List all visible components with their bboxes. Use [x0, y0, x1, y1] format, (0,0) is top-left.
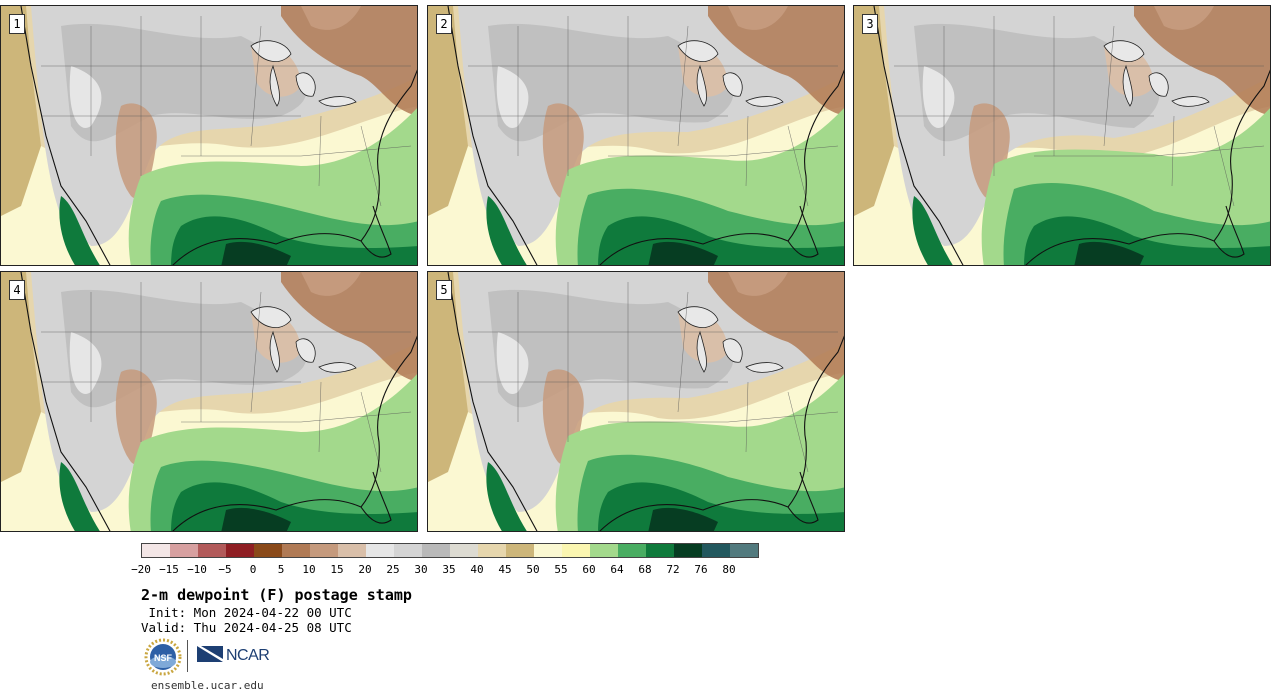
colorbar-tick-label: 80 [722, 563, 736, 576]
init-time: Init: Mon 2024-04-22 00 UTC [141, 605, 352, 620]
colorbar-swatch [730, 544, 758, 557]
dewpoint-map [428, 6, 844, 265]
panel-number: 2 [436, 14, 452, 34]
colorbar-tick-label: 10 [302, 563, 316, 576]
map-panel-4: 4 [0, 271, 418, 532]
colorbar-swatch [310, 544, 338, 557]
colorbar-tick-label: 35 [442, 563, 456, 576]
colorbar-swatch [254, 544, 282, 557]
colorbar-tick-label: 25 [386, 563, 400, 576]
panel-number: 3 [862, 14, 878, 34]
colorbar-tick-label: 20 [358, 563, 372, 576]
colorbar-tick-label: 40 [470, 563, 484, 576]
map-panel-5: 5 [427, 271, 845, 532]
colorbar-swatch [282, 544, 310, 557]
dewpoint-map [1, 6, 417, 265]
colorbar [141, 543, 759, 558]
colorbar-swatch [170, 544, 198, 557]
logos: NSF NCAR [144, 638, 284, 676]
colorbar-tick-label: 60 [582, 563, 596, 576]
dewpoint-map [854, 6, 1270, 265]
colorbar-tick-label: 45 [498, 563, 512, 576]
colorbar-swatch [534, 544, 562, 557]
map-panel-3: 3 [853, 5, 1271, 266]
colorbar-swatch [646, 544, 674, 557]
colorbar-tick-label: 76 [694, 563, 708, 576]
panel-number: 5 [436, 280, 452, 300]
nsf-logo-icon: NSF [144, 638, 182, 676]
panel-number: 4 [9, 280, 25, 300]
colorbar-swatch [338, 544, 366, 557]
colorbar-tick-label: 55 [554, 563, 568, 576]
colorbar-swatch [142, 544, 170, 557]
colorbar-swatch [618, 544, 646, 557]
colorbar-swatch [394, 544, 422, 557]
colorbar-swatch [422, 544, 450, 557]
colorbar-tick-label: 15 [330, 563, 344, 576]
ncar-logo-text: NCAR [226, 647, 270, 664]
colorbar-swatch [674, 544, 702, 557]
colorbar-swatch [450, 544, 478, 557]
ncar-logo-icon [197, 646, 223, 662]
colorbar-tick-label: 0 [249, 563, 257, 576]
colorbar-swatch [590, 544, 618, 557]
nsf-logo-text: NSF [154, 653, 173, 663]
colorbar-tick-label: −15 [159, 563, 179, 576]
colorbar-tick-label: 72 [666, 563, 680, 576]
map-panel-1: 1 [0, 5, 418, 266]
valid-time: Valid: Thu 2024-04-25 08 UTC [141, 620, 352, 635]
colorbar-swatch [562, 544, 590, 557]
colorbar-tick-label: −5 [218, 563, 232, 576]
colorbar-swatch [506, 544, 534, 557]
chart-title: 2-m dewpoint (F) postage stamp [141, 586, 412, 604]
colorbar-swatch [478, 544, 506, 557]
footer-url[interactable]: ensemble.ucar.edu [151, 679, 264, 692]
logo-divider [187, 640, 188, 672]
colorbar-tick-label: 50 [526, 563, 540, 576]
map-panel-2: 2 [427, 5, 845, 266]
panel-number: 1 [9, 14, 25, 34]
dewpoint-map [1, 272, 417, 531]
colorbar-swatch [366, 544, 394, 557]
colorbar-swatch [226, 544, 254, 557]
dewpoint-map [428, 272, 844, 531]
colorbar-swatch [198, 544, 226, 557]
colorbar-ticks: −20 −15 −10 −5 0 5 10 15 20 25 30 35 40 45 50 55 60 64 68 7… [0, 563, 900, 579]
colorbar-tick-label: 68 [638, 563, 652, 576]
colorbar-tick-label: −20 [131, 563, 151, 576]
colorbar-tick-label: 64 [610, 563, 624, 576]
colorbar-tick-label: 5 [277, 563, 285, 576]
colorbar-tick-label: 30 [414, 563, 428, 576]
colorbar-swatch [702, 544, 730, 557]
colorbar-tick-label: −10 [187, 563, 207, 576]
